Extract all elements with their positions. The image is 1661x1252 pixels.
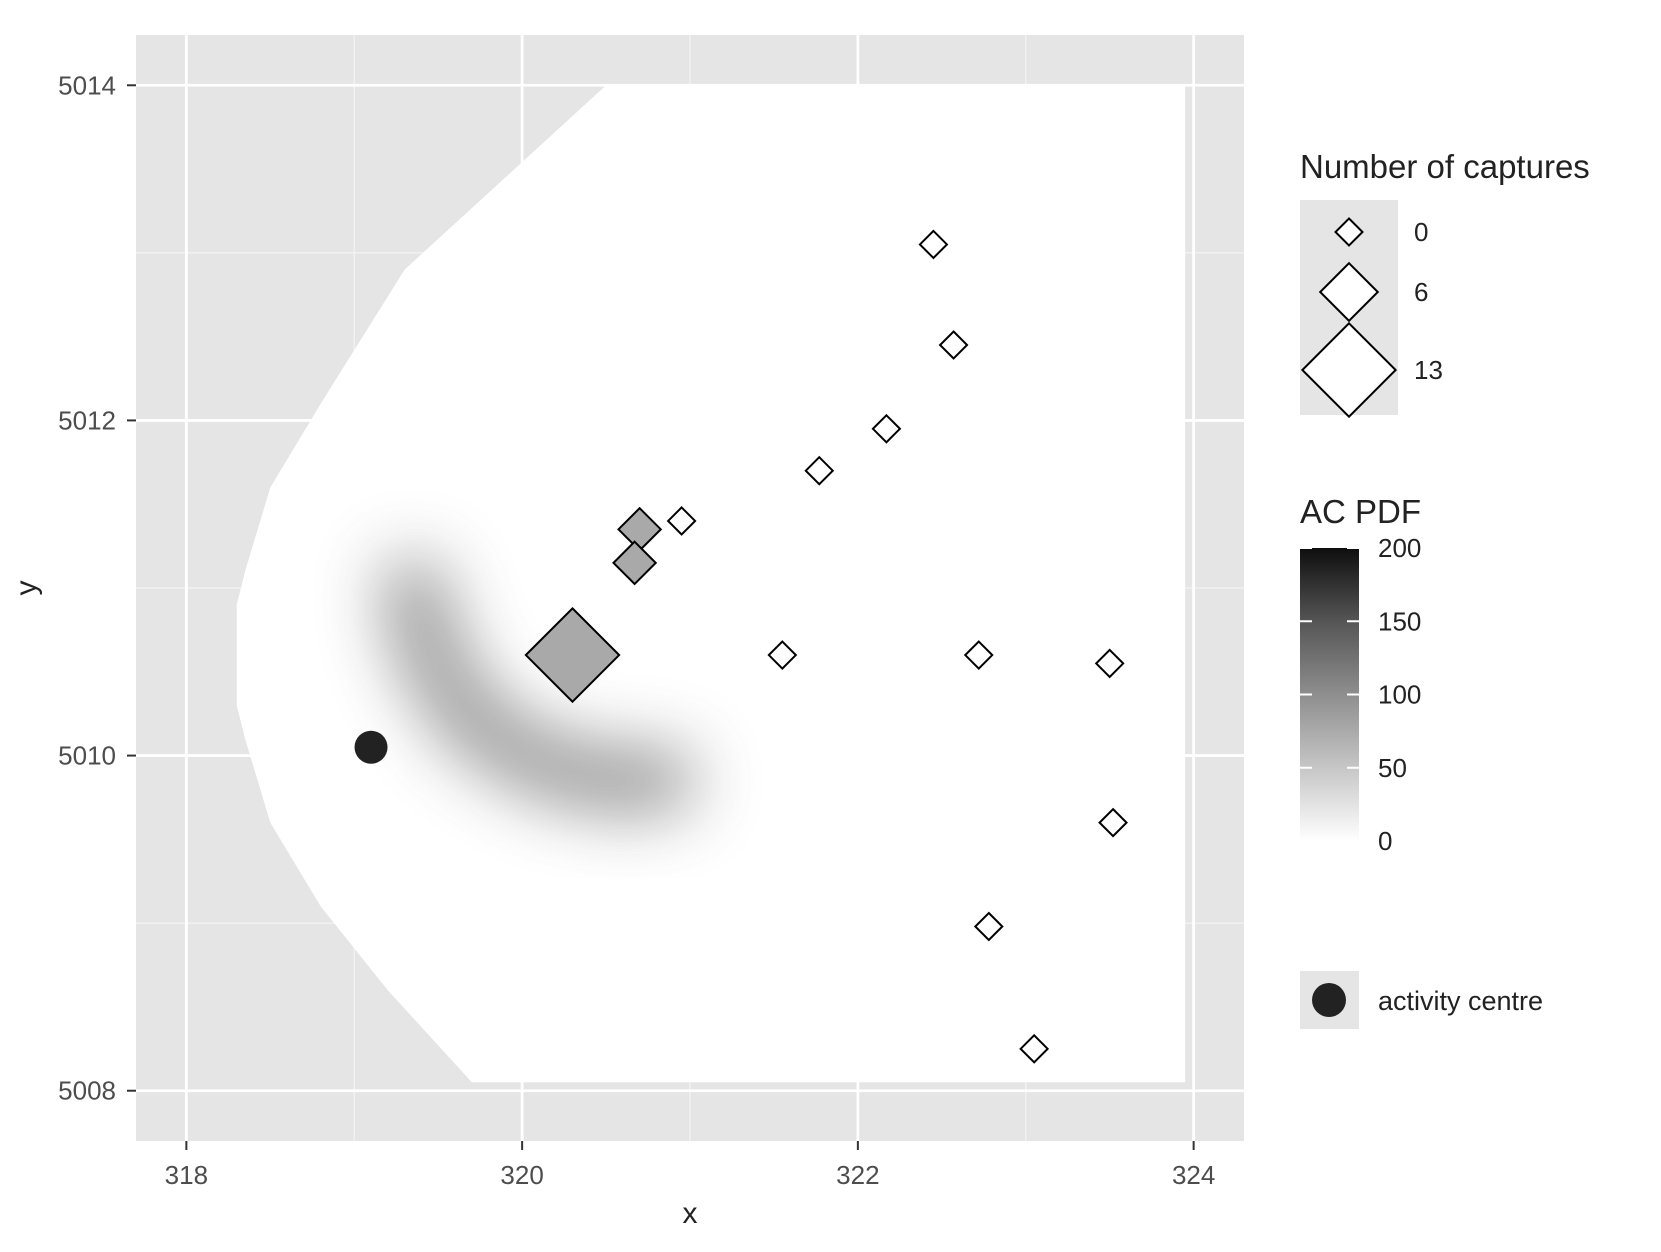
colorbar-ticks: 200 150 100 50 0 [1300,533,1421,856]
trap-diamond [973,911,1004,942]
legend-size-label: 0 [1414,217,1428,247]
trap-diamond [804,455,835,486]
trap-diamond [524,606,621,704]
trap-diamond [938,330,969,360]
plot-panel [136,35,1244,1141]
y-axis-label: y [10,581,43,596]
x-tick-label: 318 [165,1160,208,1190]
x-tick-label: 320 [500,1160,543,1190]
legend-ac-marker [1312,983,1346,1017]
ac-pdf-surface [383,558,695,811]
x-axis: 318 320 322 324 [165,1141,1215,1190]
legend-ac-pdf: AC PDF 200 150 100 50 0 [1300,493,1421,856]
colorbar-tick-label: 50 [1378,753,1407,783]
mask-area [236,85,1186,1083]
trap-diamond [1094,648,1125,679]
trap-diamond [871,413,902,444]
trap-diamond [767,640,798,670]
legend-size-label: 13 [1414,355,1443,385]
legend-size-diamond [1318,261,1380,323]
legend-activity-centre: activity centre [1300,971,1543,1029]
trap-diamond [963,640,994,670]
legend-ac-label: activity centre [1378,986,1543,1016]
legend-captures-title: Number of captures [1300,148,1590,185]
x-axis-label: x [683,1197,698,1230]
legend-size-diamond [1334,217,1364,247]
size-legend-keys: 0 6 13 [1300,217,1443,419]
trap-diamond [1019,1033,1050,1064]
x-tick-label: 322 [836,1160,879,1190]
activity-centre-point [354,730,388,764]
trap-diamond [666,506,697,536]
y-tick-label: 5014 [58,70,116,100]
legend-size-label: 6 [1414,277,1428,307]
y-tick-label: 5012 [58,405,116,435]
colorbar-tick-label: 100 [1378,680,1421,710]
trap-diamond [918,229,949,260]
trap-diamond [1098,807,1128,838]
legend-size-diamond [1300,321,1398,419]
legend-ac-pdf-title: AC PDF [1300,493,1421,530]
x-tick-label: 324 [1172,1160,1215,1190]
points-layer [354,229,1128,1064]
colorbar-tick-label: 200 [1378,533,1421,563]
y-axis: 5008 5010 5012 5014 [58,70,136,1106]
colorbar-tick-label: 150 [1378,606,1421,636]
colorbar-tick-label: 0 [1378,826,1392,856]
legend-number-of-captures: Number of captures 0 6 13 [1300,148,1590,419]
trap-diamond [612,540,658,586]
y-tick-label: 5010 [58,741,116,771]
y-tick-label: 5008 [58,1076,116,1106]
